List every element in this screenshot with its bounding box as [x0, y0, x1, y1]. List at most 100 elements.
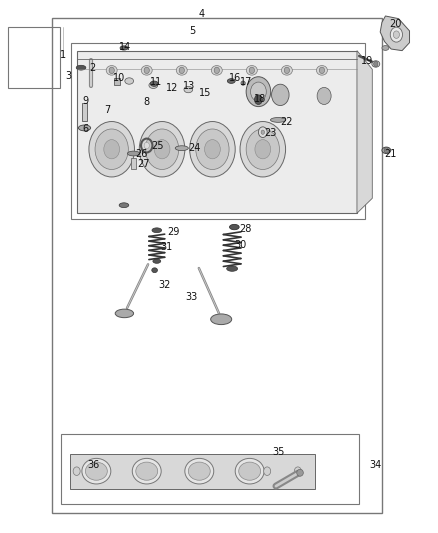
Bar: [8, 27, 60, 88]
Ellipse shape: [153, 259, 161, 263]
Circle shape: [89, 122, 134, 177]
Circle shape: [374, 61, 378, 67]
Circle shape: [95, 129, 128, 169]
Bar: [71, 43, 365, 219]
Text: 22: 22: [280, 117, 293, 126]
Ellipse shape: [125, 78, 134, 84]
Text: 2: 2: [89, 63, 95, 73]
Text: 12: 12: [166, 84, 178, 93]
Circle shape: [179, 67, 184, 74]
Ellipse shape: [188, 462, 210, 480]
Ellipse shape: [136, 462, 158, 480]
Ellipse shape: [382, 147, 391, 154]
Circle shape: [261, 130, 265, 134]
Ellipse shape: [85, 462, 107, 480]
Ellipse shape: [119, 203, 129, 207]
Ellipse shape: [115, 309, 134, 318]
Ellipse shape: [235, 458, 264, 484]
Text: 30: 30: [234, 240, 247, 249]
Ellipse shape: [152, 268, 158, 273]
Text: 17: 17: [240, 77, 252, 86]
Text: 3: 3: [65, 71, 71, 80]
Ellipse shape: [106, 66, 117, 75]
Ellipse shape: [184, 86, 193, 93]
Circle shape: [240, 122, 286, 177]
Circle shape: [196, 129, 229, 169]
Text: 11: 11: [150, 77, 162, 86]
Text: 10: 10: [113, 74, 125, 83]
Circle shape: [144, 67, 149, 74]
Circle shape: [255, 140, 271, 159]
Ellipse shape: [241, 81, 245, 85]
Text: 6: 6: [82, 124, 88, 134]
Ellipse shape: [127, 151, 140, 156]
Circle shape: [264, 467, 271, 475]
Text: 33: 33: [185, 292, 197, 302]
Ellipse shape: [120, 46, 128, 50]
Ellipse shape: [211, 66, 222, 75]
Text: 25: 25: [152, 141, 164, 150]
Circle shape: [249, 67, 254, 74]
Text: 35: 35: [272, 447, 285, 457]
Circle shape: [73, 467, 80, 475]
Text: 19: 19: [361, 56, 373, 66]
Text: 4: 4: [198, 9, 205, 19]
Text: 9: 9: [83, 96, 89, 106]
Bar: [114, 78, 120, 85]
Circle shape: [384, 148, 389, 153]
Bar: [61, 434, 359, 504]
Text: 16: 16: [229, 74, 241, 83]
Circle shape: [284, 67, 290, 74]
Circle shape: [190, 122, 235, 177]
Polygon shape: [70, 454, 315, 489]
Ellipse shape: [270, 118, 286, 123]
Circle shape: [104, 140, 120, 159]
Text: 27: 27: [138, 159, 150, 168]
Ellipse shape: [246, 66, 257, 75]
Text: 13: 13: [183, 82, 195, 91]
Text: 20: 20: [389, 19, 401, 29]
Text: 26: 26: [135, 149, 147, 158]
Text: 24: 24: [188, 143, 201, 153]
Ellipse shape: [185, 458, 214, 484]
Text: 18: 18: [254, 94, 266, 104]
FancyBboxPatch shape: [77, 51, 357, 213]
Text: 29: 29: [167, 227, 179, 237]
Ellipse shape: [230, 224, 239, 230]
Ellipse shape: [372, 61, 380, 67]
Text: 5: 5: [190, 26, 196, 36]
Text: 23: 23: [264, 128, 276, 138]
Circle shape: [258, 127, 267, 138]
Ellipse shape: [211, 314, 232, 325]
Circle shape: [251, 82, 266, 101]
Text: 34: 34: [369, 460, 381, 470]
Ellipse shape: [175, 146, 188, 151]
Circle shape: [214, 67, 219, 74]
Circle shape: [393, 31, 399, 38]
Bar: [131, 158, 136, 169]
Ellipse shape: [227, 266, 237, 271]
Text: 14: 14: [119, 42, 131, 52]
Circle shape: [246, 129, 279, 169]
Ellipse shape: [176, 66, 187, 75]
Ellipse shape: [132, 458, 161, 484]
Ellipse shape: [82, 458, 111, 484]
Circle shape: [294, 467, 301, 475]
Ellipse shape: [281, 66, 293, 75]
Ellipse shape: [382, 45, 389, 51]
Text: 1: 1: [60, 50, 67, 60]
Circle shape: [254, 95, 262, 104]
Circle shape: [154, 140, 170, 159]
Circle shape: [144, 142, 149, 149]
Ellipse shape: [141, 66, 152, 75]
Circle shape: [319, 67, 325, 74]
Ellipse shape: [76, 65, 86, 70]
Circle shape: [205, 140, 220, 159]
Text: 28: 28: [239, 224, 251, 233]
Ellipse shape: [239, 462, 261, 480]
Text: 32: 32: [158, 280, 170, 289]
Text: 36: 36: [87, 460, 99, 470]
Ellipse shape: [150, 81, 158, 86]
Circle shape: [139, 122, 185, 177]
Circle shape: [145, 129, 179, 169]
